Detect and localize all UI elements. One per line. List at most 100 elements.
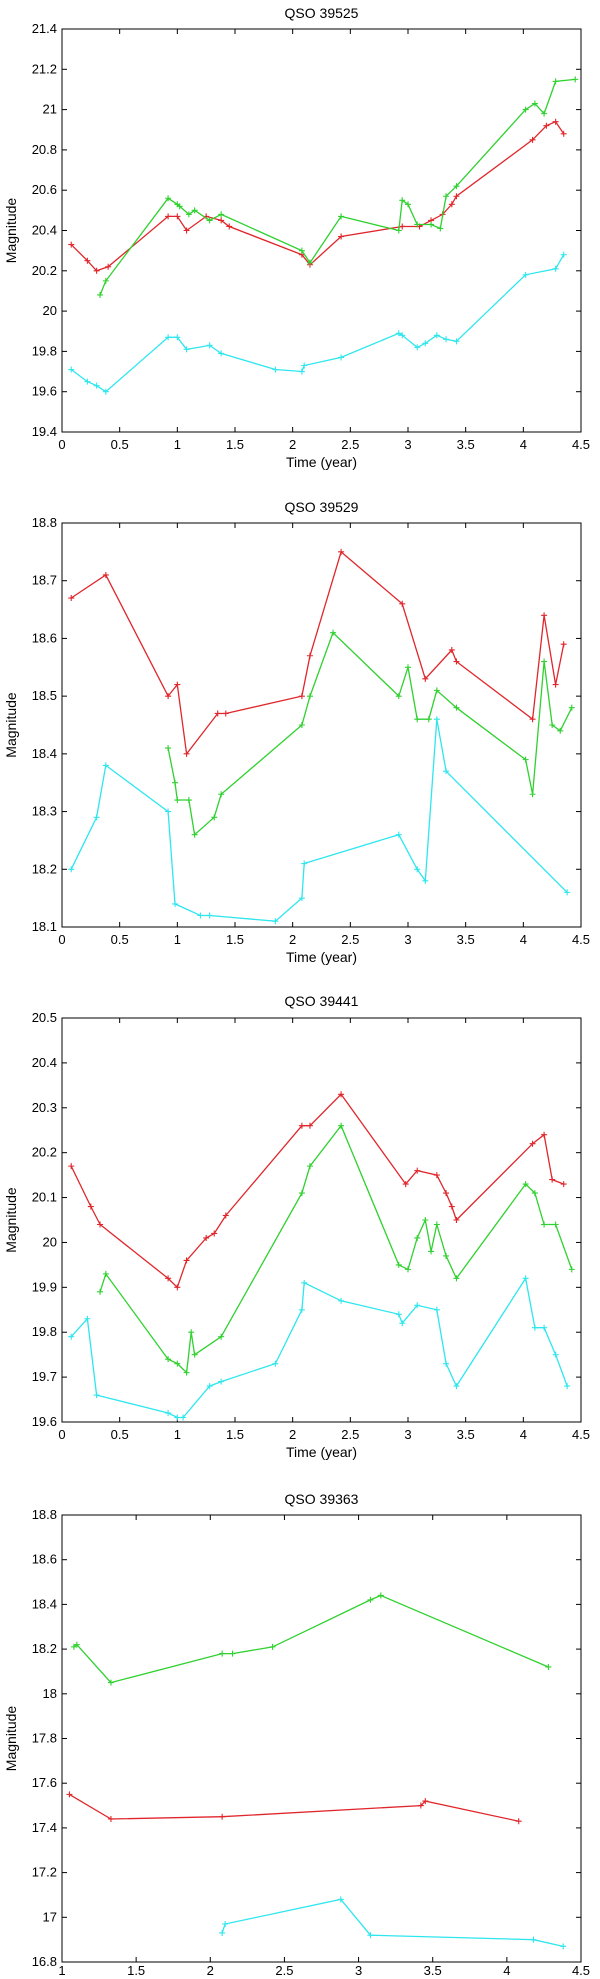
- data-point-red: [226, 223, 233, 230]
- data-point-cyan: [414, 866, 421, 873]
- data-point-cyan: [197, 912, 204, 919]
- data-point-cyan: [395, 330, 402, 337]
- data-point-green: [165, 195, 172, 202]
- series-cyan: [219, 1896, 567, 1950]
- data-point-cyan: [172, 900, 179, 907]
- y-tick-label: 20.2: [32, 263, 57, 278]
- data-point-green: [218, 211, 225, 218]
- y-tick-label: 19.9: [32, 1279, 57, 1294]
- data-point-red: [174, 1284, 181, 1291]
- data-point-green: [568, 1266, 575, 1273]
- series-line-green: [167, 631, 573, 836]
- y-tick-label: 19.6: [32, 1414, 57, 1429]
- data-point-red: [68, 1163, 75, 1170]
- x-tick-label: 3.5: [457, 1427, 475, 1442]
- chart-qso-39441: QSO 39441 0 0.5 1 1.5 2 2.5 3 3.5 4 4.5 19.6 19.7 19.…: [3, 993, 590, 1460]
- x-tick-label: 2.5: [275, 1963, 293, 1978]
- data-point-green: [229, 1650, 236, 1657]
- data-point-green: [522, 1181, 529, 1188]
- data-point-green: [414, 221, 421, 228]
- data-point-green: [433, 1221, 440, 1228]
- data-point-green: [377, 1592, 384, 1599]
- data-point-red: [560, 1181, 567, 1188]
- data-point-red: [560, 130, 567, 137]
- series-line-red: [69, 1793, 519, 1822]
- data-point-cyan: [560, 251, 567, 258]
- data-point-cyan: [301, 362, 308, 369]
- data-point-green: [433, 687, 440, 694]
- x-axis-label: Time (year): [286, 949, 357, 965]
- data-point-green: [428, 1248, 435, 1255]
- data-point-cyan: [531, 1324, 538, 1331]
- y-tick-label: 20.4: [32, 223, 57, 238]
- data-point-cyan: [522, 1275, 529, 1282]
- y-tick-label: 17.2: [32, 1865, 57, 1880]
- data-point-green: [206, 217, 213, 224]
- data-point-cyan: [183, 346, 190, 353]
- data-point-cyan: [68, 366, 75, 373]
- data-point-red: [219, 1813, 226, 1820]
- data-point-red: [448, 1203, 455, 1210]
- data-point-cyan: [399, 1320, 406, 1327]
- data-point-red: [552, 681, 559, 688]
- data-point-red: [306, 652, 313, 659]
- data-point-red: [165, 1275, 172, 1282]
- data-point-cyan: [206, 1383, 213, 1390]
- data-point-red: [338, 548, 345, 555]
- y-tick-label: 17: [43, 1909, 57, 1924]
- data-point-red: [218, 217, 225, 224]
- data-point-green: [338, 213, 345, 220]
- data-point-green: [107, 1679, 114, 1686]
- data-point-red: [541, 1131, 548, 1138]
- chart-title: QSO 39529: [285, 499, 359, 515]
- data-point-red: [560, 641, 567, 648]
- data-point-green: [414, 1234, 421, 1241]
- data-point-green: [174, 1360, 181, 1367]
- data-point-green: [414, 716, 421, 723]
- data-point-cyan: [552, 1351, 559, 1358]
- data-point-cyan: [522, 271, 529, 278]
- y-tick-label: 18.6: [32, 1552, 57, 1567]
- y-tick-label: 20.5: [32, 1010, 57, 1025]
- series-red: [66, 1791, 522, 1825]
- series-cyan: [68, 251, 567, 395]
- data-point-red: [448, 646, 455, 653]
- data-point-green: [425, 716, 432, 723]
- data-point-green: [306, 1163, 313, 1170]
- x-tick-label: 0: [58, 437, 65, 452]
- data-point-green: [453, 1275, 460, 1282]
- data-point-red: [399, 600, 406, 607]
- x-tick-label: 1: [174, 932, 181, 947]
- x-tick-label: 1: [174, 437, 181, 452]
- data-point-green: [541, 1221, 548, 1228]
- y-tick-label: 20.2: [32, 1145, 57, 1160]
- data-point-green: [174, 797, 181, 804]
- data-point-green: [428, 221, 435, 228]
- x-tick-label: 2.5: [341, 932, 359, 947]
- data-point-green: [557, 727, 564, 734]
- series-line-green: [99, 1124, 573, 1374]
- x-tick-label: 1.5: [226, 1427, 244, 1442]
- x-tick-label: 4.5: [572, 437, 590, 452]
- data-point-green: [405, 664, 411, 671]
- data-point-cyan: [564, 1383, 571, 1390]
- series-line-cyan: [70, 254, 565, 393]
- data-point-cyan: [530, 1936, 537, 1943]
- data-point-cyan: [560, 1943, 567, 1950]
- y-tick-label: 19.8: [32, 1324, 57, 1339]
- x-tick-label: 3: [355, 1963, 362, 1978]
- x-tick-label: 0.5: [111, 437, 129, 452]
- y-tick-label: 21.2: [32, 61, 57, 76]
- series-green: [97, 76, 579, 298]
- x-tick-label: 2: [289, 437, 296, 452]
- data-point-cyan: [84, 1315, 91, 1322]
- data-point-green: [191, 831, 198, 838]
- data-point-cyan: [93, 382, 100, 389]
- chart-title: QSO 39441: [285, 993, 359, 1009]
- data-point-red: [165, 213, 172, 220]
- y-tick-label: 20: [43, 1234, 57, 1249]
- y-tick-label: 18.5: [32, 688, 57, 703]
- data-point-cyan: [165, 808, 172, 815]
- y-tick-label: 18: [43, 1686, 57, 1701]
- y-tick-label: 18.2: [32, 861, 57, 876]
